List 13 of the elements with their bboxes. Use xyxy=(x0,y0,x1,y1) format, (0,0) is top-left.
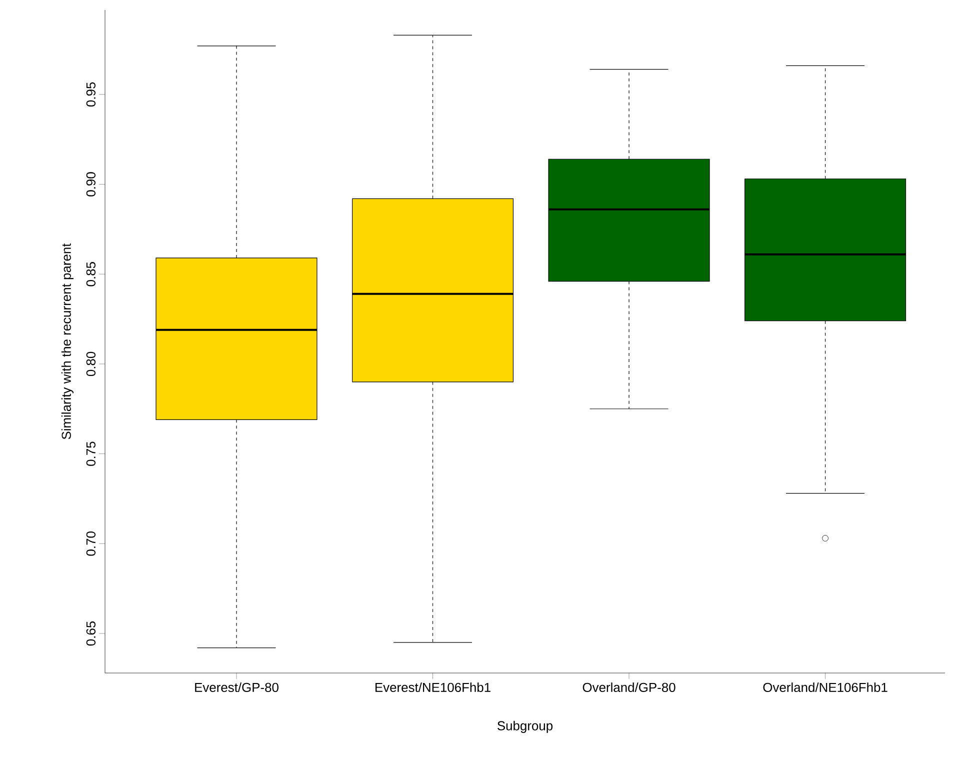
x-tick-label: Overland/NE106Fhb1 xyxy=(763,682,888,692)
x-tick-label: Everest/GP-80 xyxy=(195,682,278,692)
y-tick-label: 0.85 xyxy=(86,262,96,286)
y-tick-label: 0.90 xyxy=(86,172,96,196)
y-tick-label: 0.95 xyxy=(86,82,96,107)
x-tick-label: Everest/NE106Fhb1 xyxy=(376,682,490,692)
y-tick-label: 0.70 xyxy=(86,532,96,556)
y-tick-label: 0.65 xyxy=(86,621,96,646)
x-axis-title: Subgroup xyxy=(498,720,553,733)
y-axis-title: Similarity with the recurrent parent xyxy=(61,243,74,440)
y-tick-label: 0.75 xyxy=(86,442,96,466)
x-tick-label: Overland/GP-80 xyxy=(582,682,676,692)
y-tick-label: 0.80 xyxy=(86,352,96,376)
